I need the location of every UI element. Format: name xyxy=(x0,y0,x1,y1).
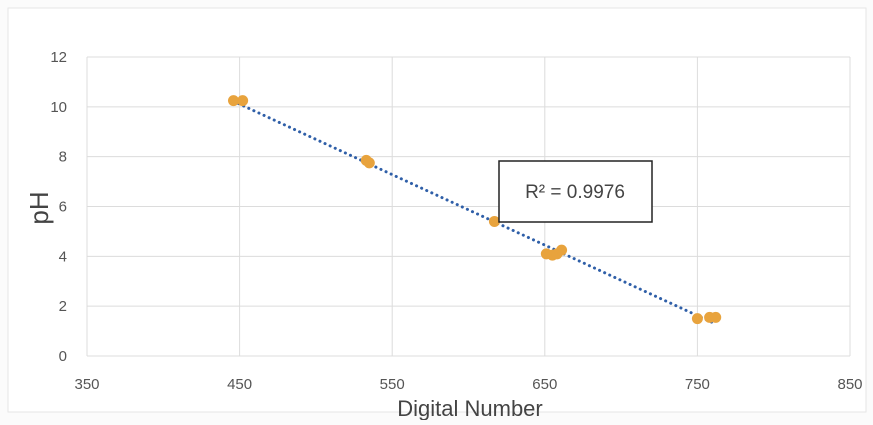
data-point xyxy=(556,244,568,256)
x-gridlines xyxy=(86,57,851,356)
data-points xyxy=(227,95,722,325)
x-tick-label: 350 xyxy=(74,376,99,393)
y-axis-label: pH xyxy=(24,191,54,224)
x-tick-label: 550 xyxy=(380,376,405,393)
y-tick-label: 12 xyxy=(50,49,67,66)
data-point xyxy=(227,95,239,107)
x-axis-label: Digital Number xyxy=(397,396,543,420)
y-tick-label: 6 xyxy=(59,199,67,216)
y-tick-label: 8 xyxy=(59,149,67,166)
x-tick-label: 450 xyxy=(227,376,252,393)
x-tick-labels: 350 450 550 650 750 850 xyxy=(74,376,862,393)
x-tick-label: 850 xyxy=(837,376,862,393)
annotation-text: R² = 0.9976 xyxy=(525,182,625,203)
trendline xyxy=(231,99,718,326)
data-point xyxy=(488,215,500,227)
y-tick-label: 0 xyxy=(59,348,67,365)
data-point xyxy=(237,95,249,107)
data-point xyxy=(691,313,703,325)
x-tick-label: 650 xyxy=(532,376,557,393)
y-tick-label: 2 xyxy=(59,298,67,315)
y-tick-label: 4 xyxy=(59,248,67,265)
annotation-box xyxy=(498,160,653,223)
chart-area xyxy=(7,7,867,413)
trendline-group xyxy=(231,99,718,326)
y-tick-labels: 0 2 4 6 8 10 12 xyxy=(50,49,67,365)
r-squared-annotation: R² = 0.9976 xyxy=(498,160,653,223)
x-tick-label: 750 xyxy=(685,376,710,393)
y-gridlines xyxy=(87,56,850,357)
data-point xyxy=(363,157,375,169)
data-point xyxy=(710,311,722,323)
y-tick-label: 10 xyxy=(50,99,67,116)
